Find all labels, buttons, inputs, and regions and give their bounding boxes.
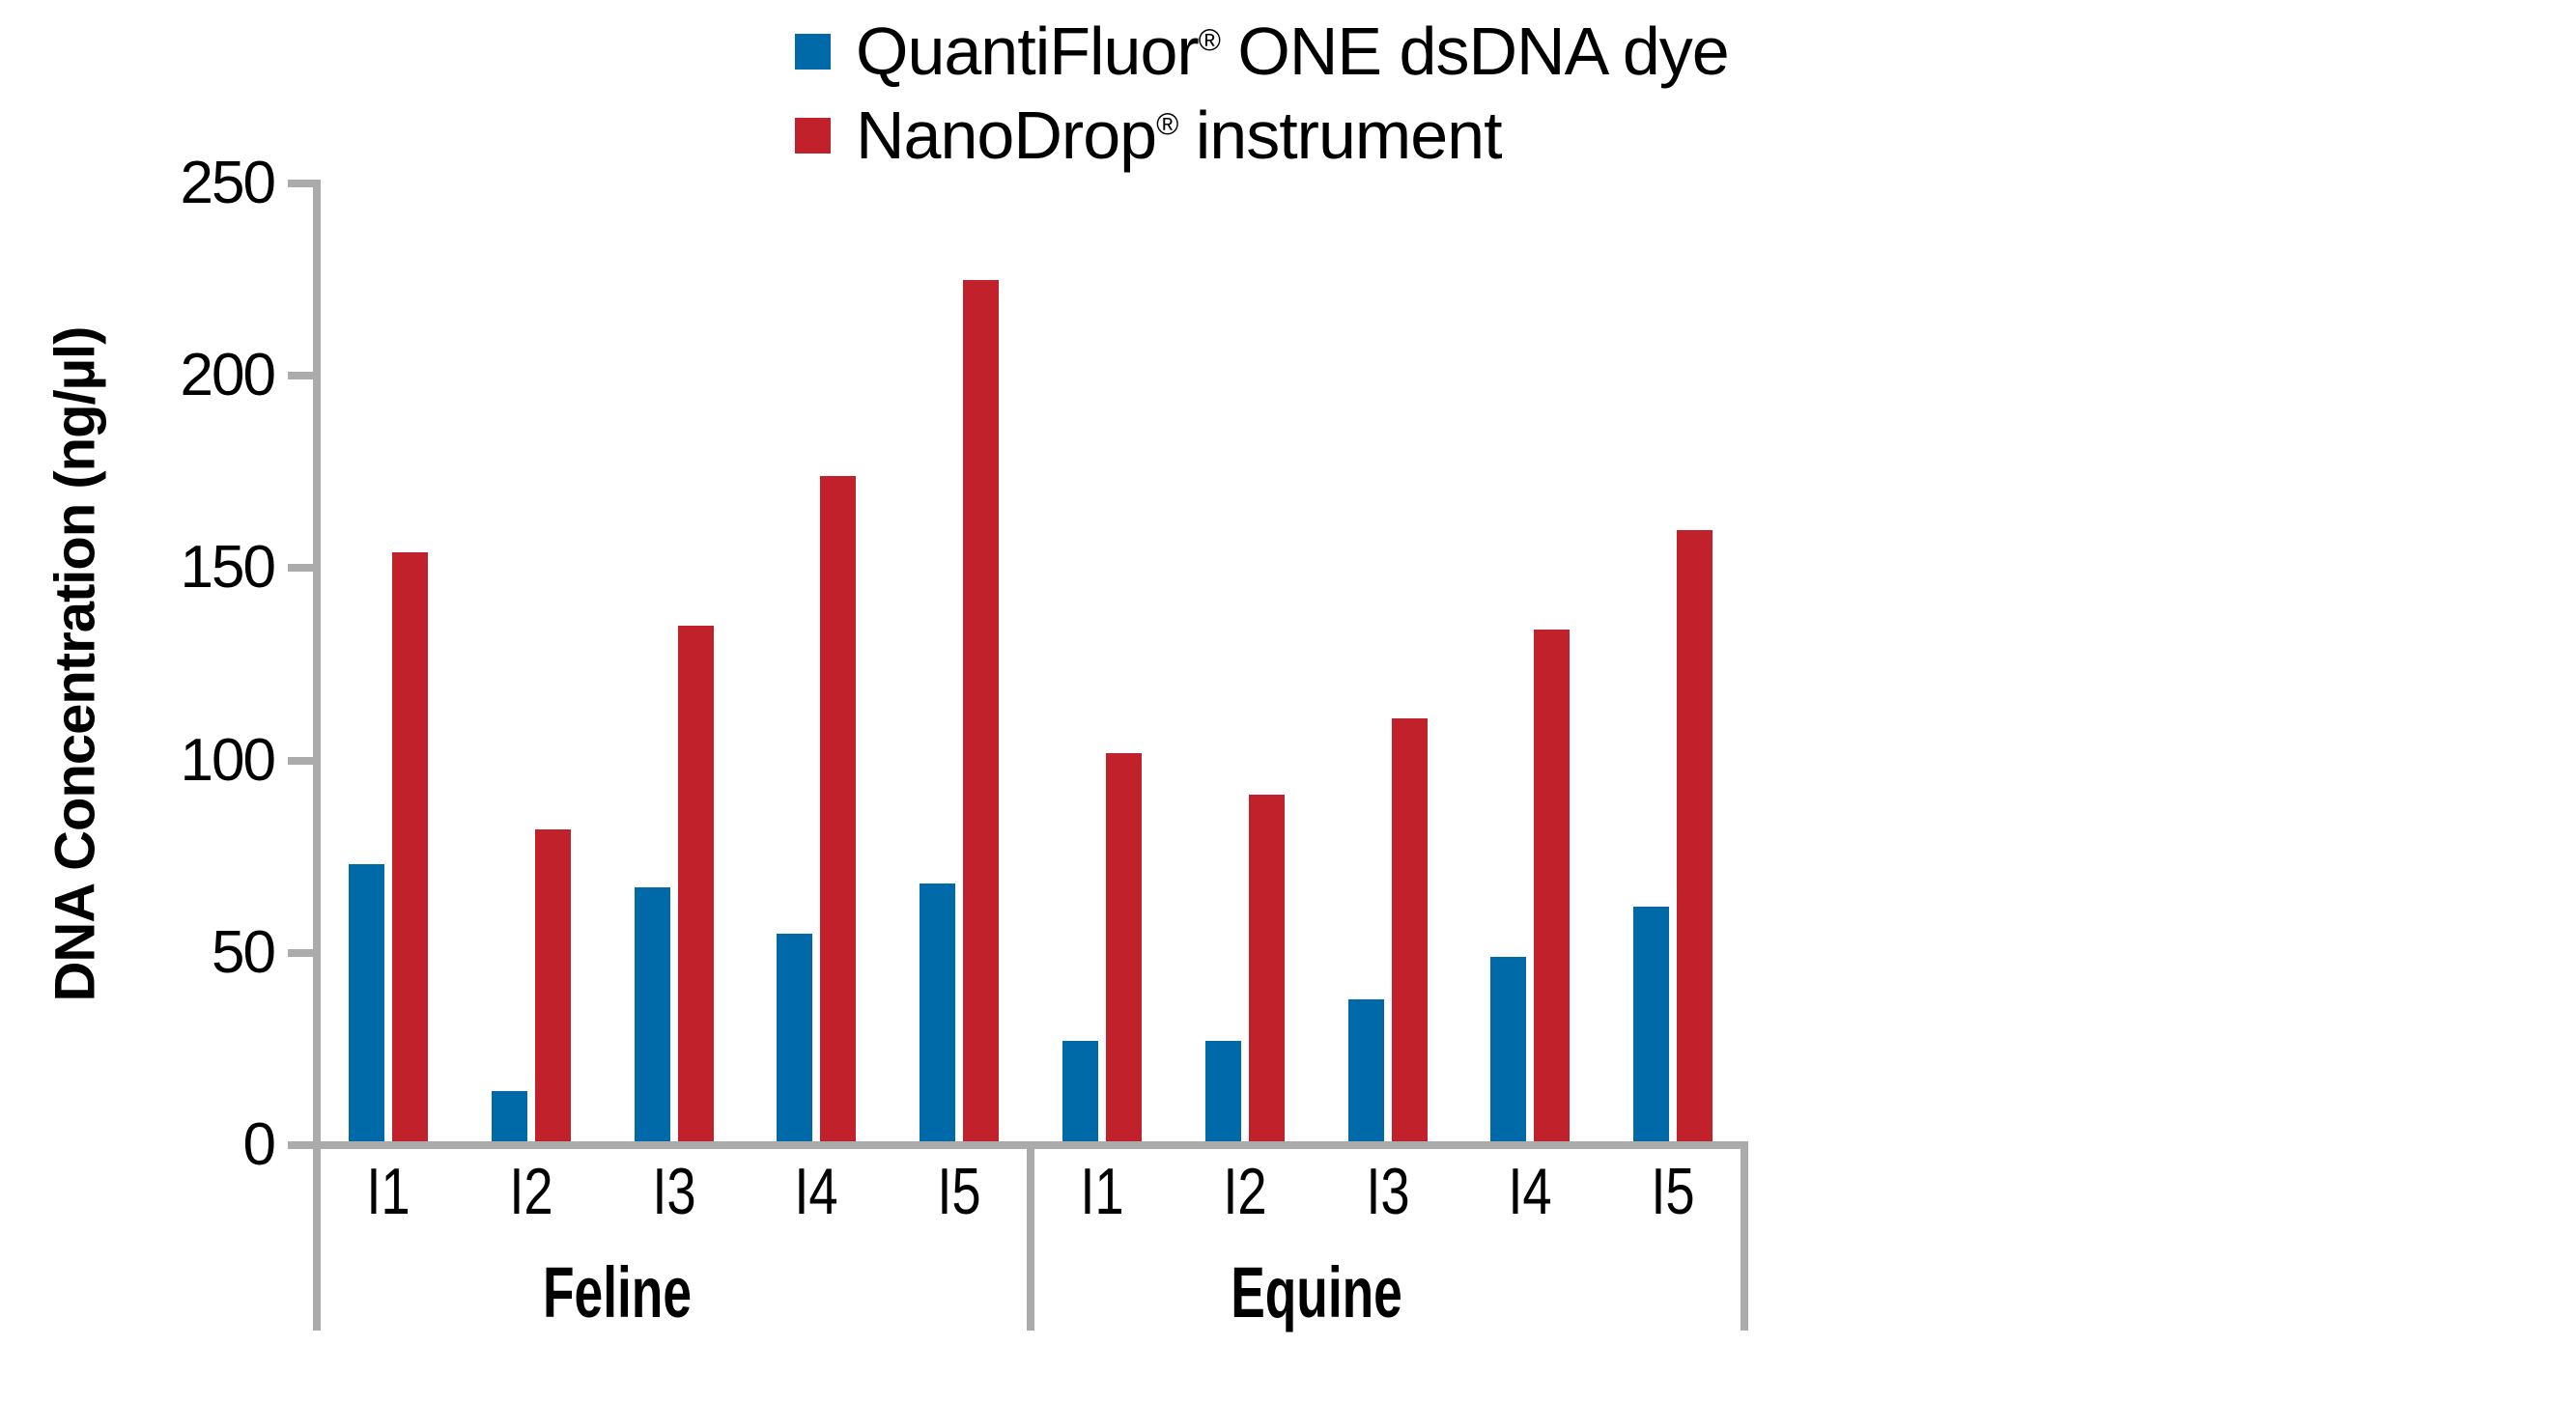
group-label-equine: Equine [1231,1252,1402,1332]
bar-quantifluor-equine-i2 [1205,1041,1241,1141]
bar-nanodrop-equine-i4 [1534,630,1570,1141]
bar-quantifluor-equine-i5 [1633,907,1669,1141]
legend-label-nanodrop-rest: instrument [1177,98,1503,173]
y-tick-label-0: 0 [242,1111,276,1178]
category-label-equine-i2: I2 [1223,1155,1267,1228]
y-axis-title: DNA Concentration (ng/µl) [43,326,107,1002]
bar-nanodrop-equine-i3 [1392,718,1428,1141]
legend-label-nanodrop: NanoDrop® instrument [856,94,1503,178]
category-label-equine-i3: I3 [1366,1155,1410,1228]
bar-nanodrop-feline-i3 [678,626,714,1141]
category-label-equine-i1: I1 [1080,1155,1124,1228]
legend-label-quantifluor: QuantiFluor® ONE dsDNA dye [856,10,1730,94]
bar-quantifluor-feline-i2 [492,1091,527,1141]
category-label-equine-i5: I5 [1651,1155,1695,1228]
legend-swatch-quantifluor-icon [795,34,831,70]
y-tick-mark-50 [288,949,313,957]
category-label-feline-i3: I3 [652,1155,696,1228]
bar-nanodrop-feline-i4 [820,476,856,1141]
bar-nanodrop-feline-i1 [392,552,428,1141]
bar-nanodrop-feline-i5 [963,280,999,1141]
bar-quantifluor-feline-i4 [777,934,812,1141]
y-tick-mark-150 [288,564,313,572]
y-axis-line [313,180,321,1331]
y-tick-label-50: 50 [212,919,276,986]
group-label-feline: Feline [543,1252,692,1332]
y-tick-label-200: 200 [180,342,276,408]
legend-label-quantifluor-base: QuantiFluor [856,14,1200,89]
bar-nanodrop-feline-i2 [535,829,571,1141]
y-tick-mark-250 [288,180,313,187]
bar-nanodrop-equine-i1 [1106,753,1142,1141]
category-label-feline-i1: I1 [366,1155,410,1228]
registered-mark: ® [1156,106,1178,142]
category-label-equine-i4: I4 [1508,1155,1552,1228]
bar-quantifluor-feline-i5 [920,883,955,1141]
legend-label-quantifluor-rest: ONE dsDNA dye [1219,14,1729,89]
bar-nanodrop-equine-i5 [1677,530,1713,1141]
y-tick-label-100: 100 [180,727,276,794]
y-tick-label-250: 250 [180,150,276,216]
legend: QuantiFluor® ONE dsDNA dye NanoDrop® ins… [795,10,1730,178]
bar-quantifluor-equine-i1 [1062,1041,1098,1141]
y-tick-mark-100 [288,757,313,765]
bar-quantifluor-equine-i4 [1490,957,1526,1141]
category-label-feline-i5: I5 [937,1155,981,1228]
bar-quantifluor-equine-i3 [1348,999,1384,1141]
category-label-feline-i4: I4 [794,1155,838,1228]
group-divider-right [1741,1141,1748,1331]
registered-mark: ® [1198,22,1221,58]
bar-quantifluor-feline-i3 [635,887,670,1141]
category-label-feline-i2: I2 [509,1155,553,1228]
legend-swatch-nanodrop-icon [795,118,831,154]
bar-nanodrop-equine-i2 [1249,795,1285,1141]
y-tick-mark-200 [288,372,313,379]
legend-label-nanodrop-base: NanoDrop [856,98,1157,173]
group-divider-middle [1027,1141,1034,1331]
bar-quantifluor-feline-i1 [349,864,384,1141]
legend-item-quantifluor: QuantiFluor® ONE dsDNA dye [795,10,1730,94]
y-tick-label-150: 150 [180,534,276,601]
y-tick-mark-0 [288,1141,313,1149]
legend-item-nanodrop: NanoDrop® instrument [795,94,1729,178]
